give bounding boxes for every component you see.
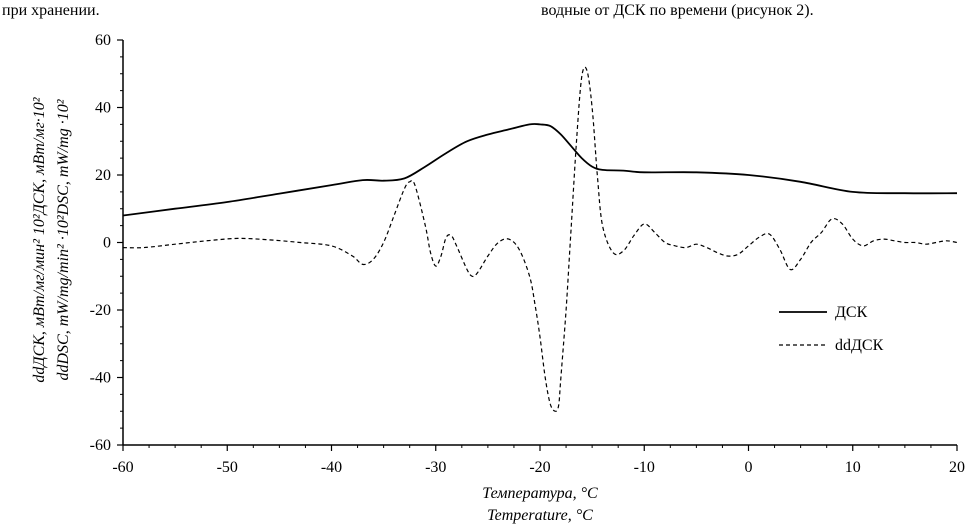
x-axis-title-1: Температура, °C <box>482 485 598 502</box>
series-line-dddsc <box>122 66 958 412</box>
legend-label-dsc: ДСК <box>835 304 868 321</box>
header-right-text: водные от ДСК по времени (рисунок 2). <box>541 2 814 19</box>
x-tick-label: -60 <box>112 459 133 476</box>
x-tick-label: -40 <box>321 459 342 476</box>
x-tick-label: -10 <box>634 459 655 476</box>
x-tick-label: -50 <box>217 459 238 476</box>
legend-label-dddsc: ddДСК <box>835 337 884 354</box>
y-tick-label: -40 <box>90 370 111 387</box>
y-tick-label: 20 <box>95 167 111 184</box>
y-axis-title-2: ddDSC, mW/mg/min² ·10²DSC, mW/mg ·10² <box>55 98 72 380</box>
y-tick-label: 40 <box>95 100 111 117</box>
chart-series <box>122 66 958 412</box>
chart-axes: -60 -40 -20 0 20 40 60 -60 -50 -40 -30 -20 -10 0 10 20 <box>90 32 965 476</box>
y-axis-title-1: ddДСК, мВт/мг/мин² 10²ДСК, мВт/мг·10² <box>31 96 48 382</box>
x-tick-label: 0 <box>745 459 753 476</box>
header-left-text: при хранении. <box>2 2 100 19</box>
x-tick-label: -30 <box>425 459 446 476</box>
series-line-dsc <box>122 123 958 217</box>
x-tick-label: -20 <box>529 459 550 476</box>
y-tick-label: -60 <box>90 437 111 454</box>
x-axis-title-2: Temperature, °C <box>487 507 593 524</box>
chart-axis-titles: Температура, °C Temperature, °C ddДСК, мВт… <box>31 96 598 524</box>
y-tick-label: 0 <box>103 235 111 252</box>
chart-legend: ДСК ddДСК <box>779 304 884 354</box>
y-tick-label: 60 <box>95 32 111 49</box>
y-tick-label: -20 <box>90 302 111 319</box>
x-tick-label: 20 <box>949 459 965 476</box>
x-tick-label: 10 <box>845 459 861 476</box>
